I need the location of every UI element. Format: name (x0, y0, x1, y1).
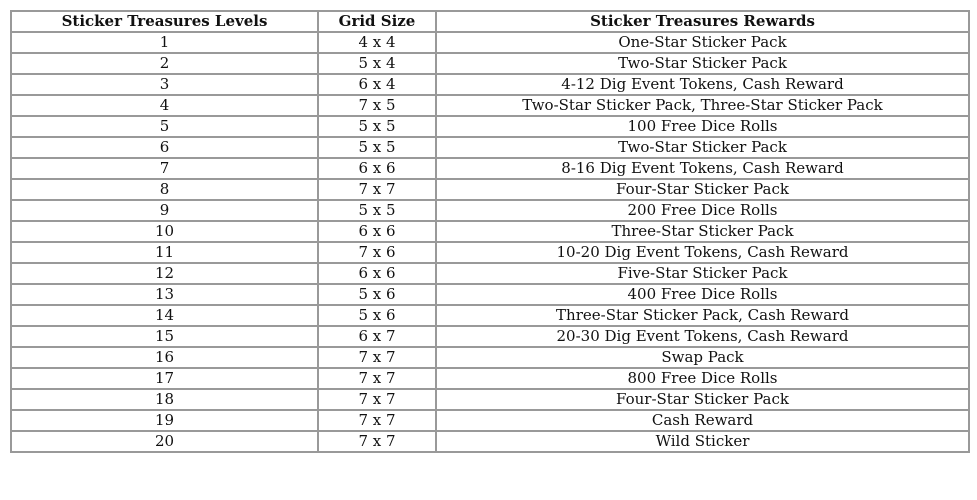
table-row: 11 7 x 6 10-20 Dig Event Tokens, Cash Rewa… (10, 241, 970, 264)
reward-cell: Five-Star Sticker Pack (435, 262, 970, 285)
level-cell: 17 (10, 367, 319, 390)
reward-cell: 800 Free Dice Rolls (435, 367, 970, 390)
grid-size-cell: 5 x 6 (317, 283, 437, 306)
grid-size-cell: 5 x 5 (317, 115, 437, 138)
table-row: 16 7 x 7 Swap Pack (10, 346, 970, 369)
grid-size-cell: 7 x 7 (317, 388, 437, 411)
level-cell: 19 (10, 409, 319, 432)
grid-size-cell: 7 x 7 (317, 367, 437, 390)
reward-cell: Two-Star Sticker Pack, Three-Star Sticke… (435, 94, 970, 117)
reward-cell: Four-Star Sticker Pack (435, 388, 970, 411)
reward-cell: 8-16 Dig Event Tokens, Cash Reward (435, 157, 970, 180)
grid-size-cell: 5 x 5 (317, 199, 437, 222)
reward-cell: Swap Pack (435, 346, 970, 369)
reward-cell: Three-Star Sticker Pack (435, 220, 970, 243)
level-cell: 4 (10, 94, 319, 117)
grid-size-cell: 7 x 6 (317, 241, 437, 264)
reward-cell: Two-Star Sticker Pack (435, 136, 970, 159)
grid-size-cell: 5 x 6 (317, 304, 437, 327)
level-cell: 6 (10, 136, 319, 159)
level-cell: 20 (10, 430, 319, 453)
table-row: 18 7 x 7 Four-Star Sticker Pack (10, 388, 970, 411)
level-cell: 2 (10, 52, 319, 75)
grid-size-cell: 6 x 6 (317, 262, 437, 285)
table-row: 17 7 x 7 800 Free Dice Rolls (10, 367, 970, 390)
table-row: 10 6 x 6 Three-Star Sticker Pack (10, 220, 970, 243)
grid-size-cell: 7 x 7 (317, 178, 437, 201)
reward-cell: Three-Star Sticker Pack, Cash Reward (435, 304, 970, 327)
table-row: 13 5 x 6 400 Free Dice Rolls (10, 283, 970, 306)
level-cell: 9 (10, 199, 319, 222)
reward-cell: 10-20 Dig Event Tokens, Cash Reward (435, 241, 970, 264)
grid-size-cell: 6 x 4 (317, 73, 437, 96)
table-row: 20 7 x 7 Wild Sticker (10, 430, 970, 453)
grid-size-cell: 7 x 7 (317, 409, 437, 432)
level-cell: 18 (10, 388, 319, 411)
level-cell: 11 (10, 241, 319, 264)
reward-cell: Wild Sticker (435, 430, 970, 453)
level-cell: 16 (10, 346, 319, 369)
reward-cell: 4-12 Dig Event Tokens, Cash Reward (435, 73, 970, 96)
table-row: 12 6 x 6 Five-Star Sticker Pack (10, 262, 970, 285)
header-grid-size: Grid Size (317, 10, 437, 33)
level-cell: 15 (10, 325, 319, 348)
level-cell: 12 (10, 262, 319, 285)
reward-cell: 100 Free Dice Rolls (435, 115, 970, 138)
level-cell: 8 (10, 178, 319, 201)
level-cell: 5 (10, 115, 319, 138)
grid-size-cell: 7 x 5 (317, 94, 437, 117)
level-cell: 1 (10, 31, 319, 54)
reward-cell: Four-Star Sticker Pack (435, 178, 970, 201)
reward-cell: 200 Free Dice Rolls (435, 199, 970, 222)
reward-cell: 400 Free Dice Rolls (435, 283, 970, 306)
header-row: Sticker Treasures Levels Grid Size Stick… (10, 10, 970, 33)
grid-size-cell: 5 x 4 (317, 52, 437, 75)
table-row: 15 6 x 7 20-30 Dig Event Tokens, Cash Rewa… (10, 325, 970, 348)
table-row: 14 5 x 6 Three-Star Sticker Pack, Cash Rew… (10, 304, 970, 327)
grid-size-cell: 5 x 5 (317, 136, 437, 159)
level-cell: 3 (10, 73, 319, 96)
grid-size-cell: 7 x 7 (317, 430, 437, 453)
header-rewards: Sticker Treasures Rewards (435, 10, 970, 33)
grid-size-cell: 4 x 4 (317, 31, 437, 54)
rewards-table: Sticker Treasures Levels Grid Size Stick… (10, 10, 970, 453)
header-levels: Sticker Treasures Levels (10, 10, 319, 33)
reward-cell: 20-30 Dig Event Tokens, Cash Reward (435, 325, 970, 348)
level-cell: 13 (10, 283, 319, 306)
level-cell: 7 (10, 157, 319, 180)
level-cell: 10 (10, 220, 319, 243)
reward-cell: Two-Star Sticker Pack (435, 52, 970, 75)
grid-size-cell: 6 x 6 (317, 220, 437, 243)
table-row: 19 7 x 7 Cash Reward (10, 409, 970, 432)
grid-size-cell: 6 x 7 (317, 325, 437, 348)
reward-cell: Cash Reward (435, 409, 970, 432)
grid-size-cell: 6 x 6 (317, 157, 437, 180)
reward-cell: One-Star Sticker Pack (435, 31, 970, 54)
grid-size-cell: 7 x 7 (317, 346, 437, 369)
level-cell: 14 (10, 304, 319, 327)
